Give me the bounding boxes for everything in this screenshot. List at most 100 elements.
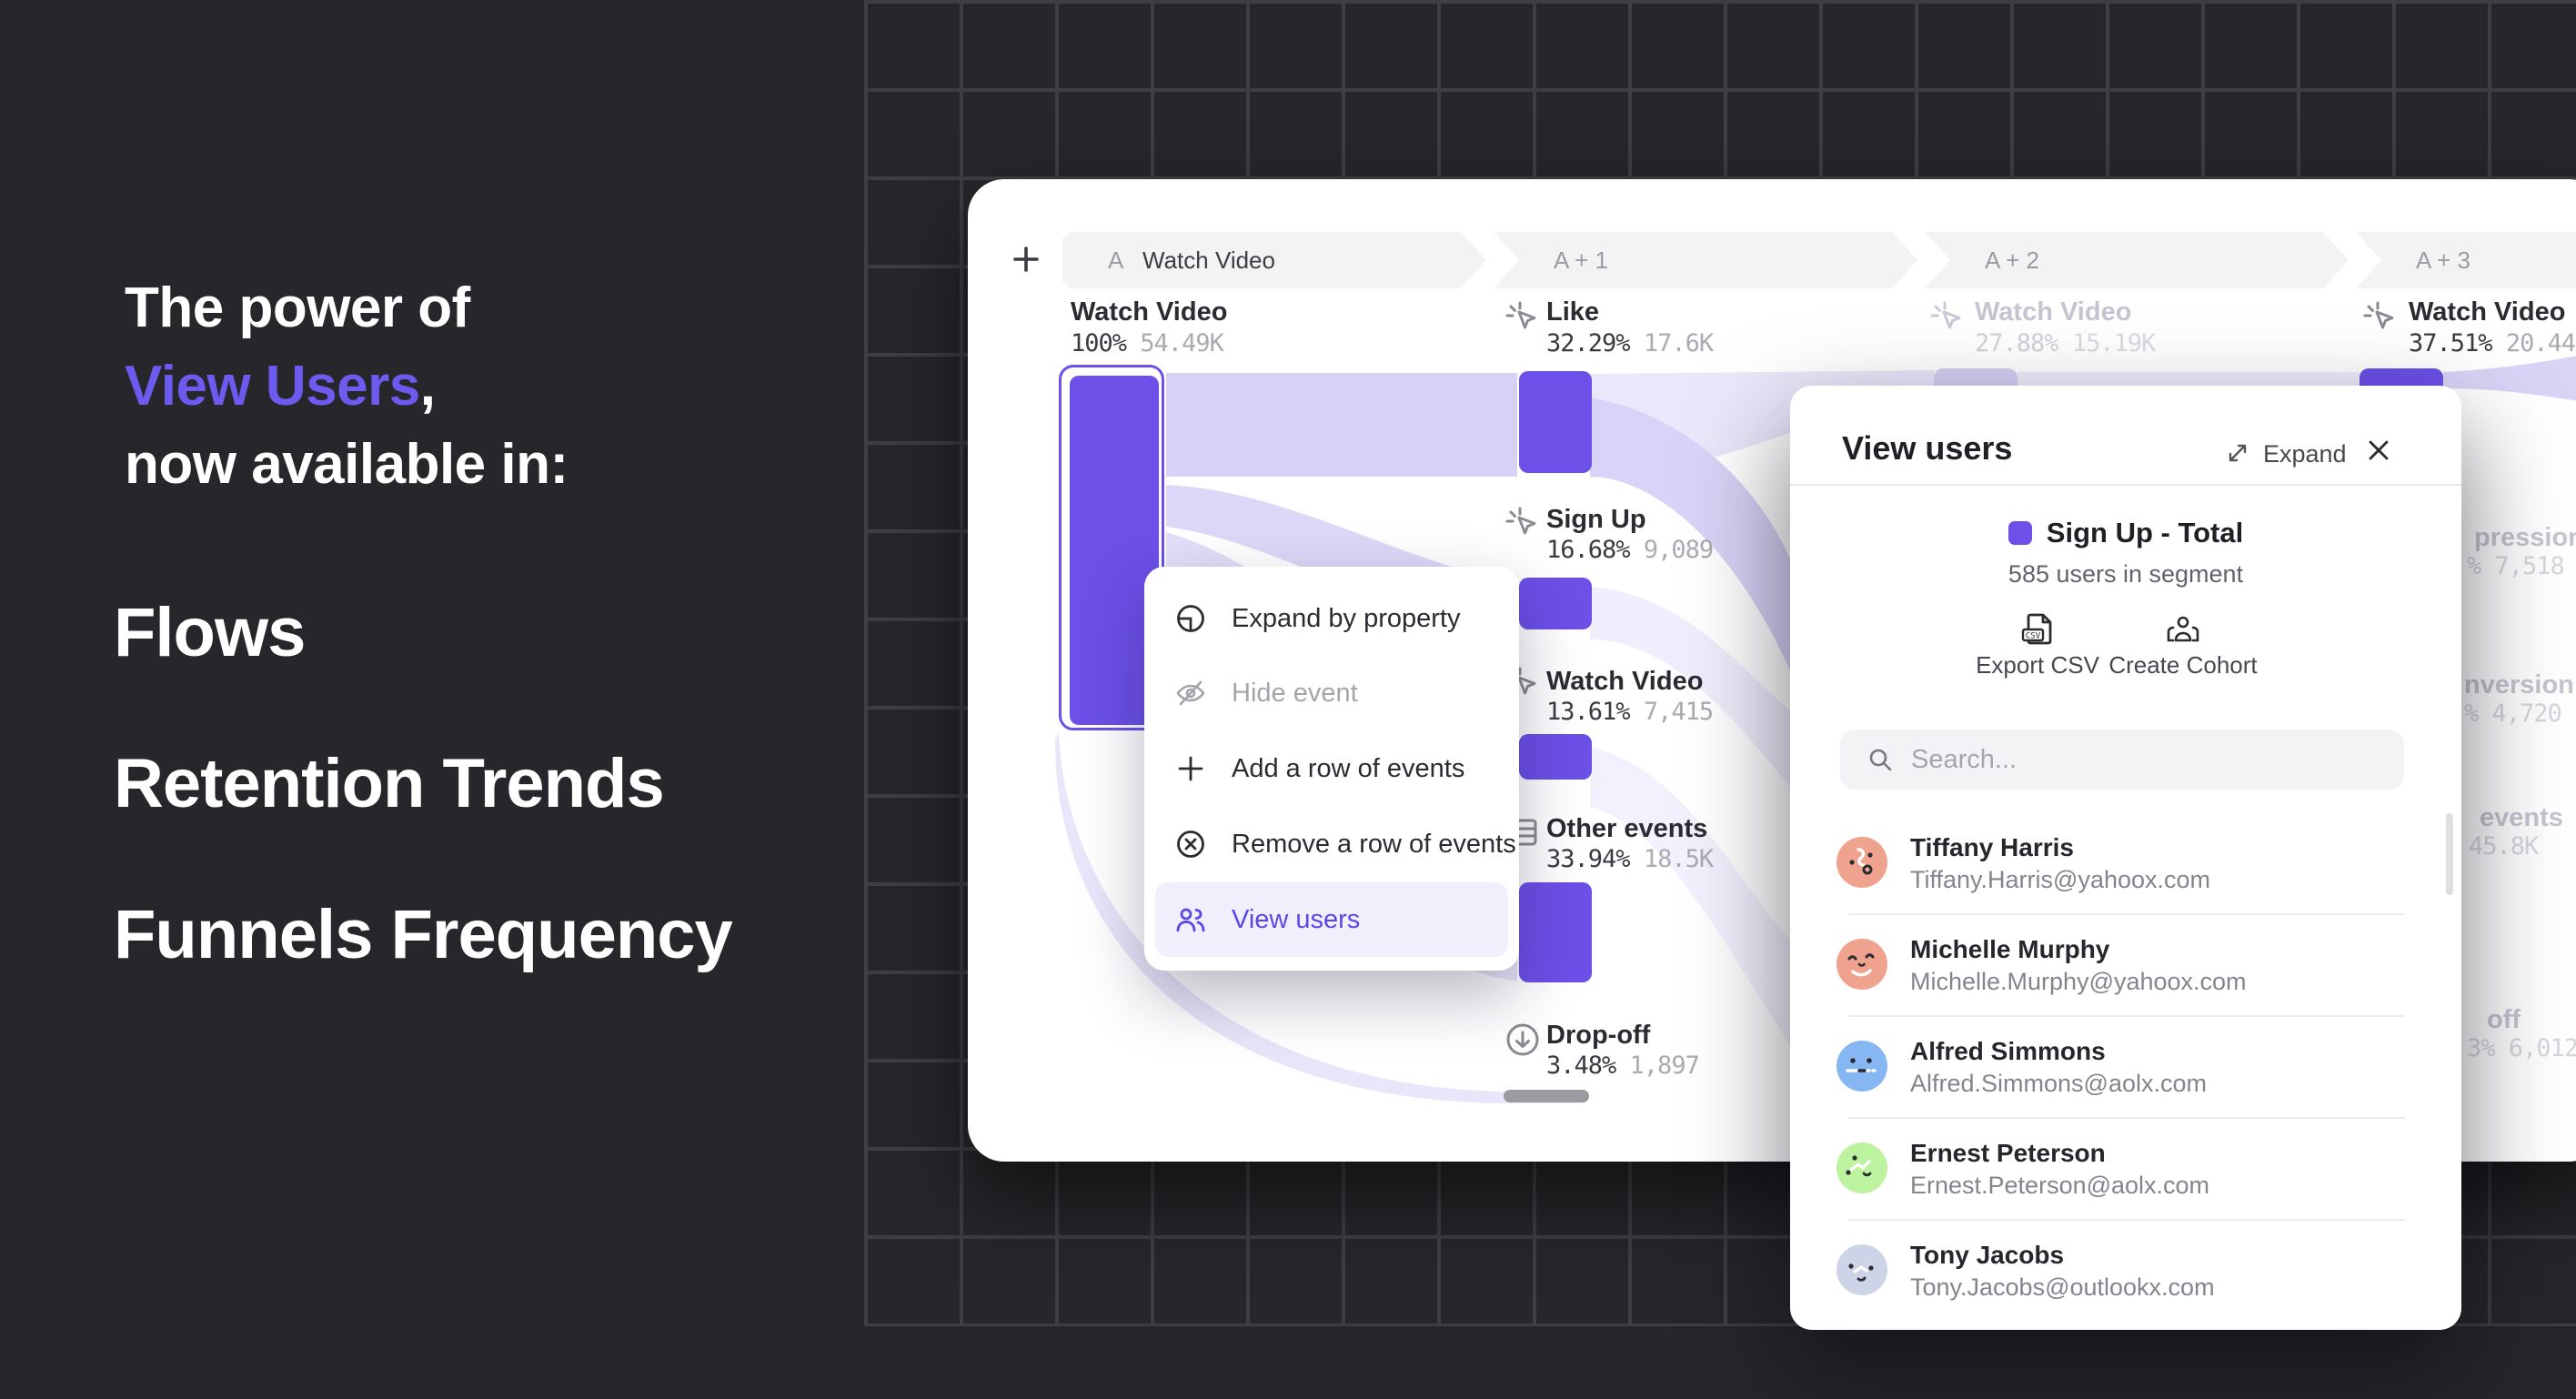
edge-value: 45.8K <box>2469 832 2539 861</box>
menu-item-add-row[interactable]: Add a row of events <box>1155 731 1508 806</box>
plus-icon <box>1013 247 1039 272</box>
avatar <box>1836 1041 1887 1092</box>
user-email: Tiffany.Harris@yahoox.com <box>1910 866 2211 893</box>
cursor-click-icon <box>1930 301 1961 329</box>
tab-a-plus-3[interactable]: A + 3 <box>2356 232 2576 288</box>
edge-value: % 7,518 <box>2467 552 2565 580</box>
user-name: Ernest Peterson <box>1910 1139 2106 1167</box>
view-users-modal: View users Expand Sign Up - Total 585 us… <box>1790 386 2461 1330</box>
divider <box>1848 1015 2405 1017</box>
feature-flows: Flows <box>114 594 306 671</box>
tab-label: A + 3 <box>2416 247 2470 274</box>
step-name: Watch Video <box>1546 667 1704 696</box>
headline-accent: View Users <box>125 355 420 418</box>
divider <box>1848 1219 2405 1221</box>
step-values: 32.29% 17.6K <box>1546 329 1714 357</box>
search-input[interactable] <box>1911 730 2384 790</box>
feature-retention-trends: Retention Trends <box>114 745 665 822</box>
funnel-bar-like[interactable] <box>1519 371 1592 473</box>
horizontal-scrollbar-thumb[interactable] <box>1504 1090 1589 1102</box>
cursor-click-icon <box>1505 507 1536 535</box>
user-row[interactable]: Ernest Peterson Ernest.Peterson@aolx.com <box>1790 1117 2461 1219</box>
tab-a-watch-video[interactable]: A Watch Video <box>1062 232 1486 288</box>
menu-item-hide-event[interactable]: Hide event <box>1155 656 1508 730</box>
circle-x-icon <box>1177 830 1204 858</box>
feature-funnels-frequency: Funnels Frequency <box>114 896 733 973</box>
menu-item-expand-by-property[interactable]: Expand by property <box>1155 581 1508 656</box>
menu-item-remove-row[interactable]: Remove a row of events <box>1155 807 1516 881</box>
modal-title: View users <box>1842 429 2013 467</box>
users-icon <box>1176 908 1205 932</box>
diagonal-expand-icon <box>2229 444 2247 462</box>
edge-label: nversion <box>2464 670 2574 700</box>
step-values: 13.61% 7,415 <box>1546 698 1714 726</box>
user-row[interactable]: Michelle Murphy Michelle.Murphy@yahoox.c… <box>1790 913 2461 1015</box>
step-values: 3.48% 1,897 <box>1546 1052 1700 1080</box>
cohort-people-icon <box>2167 616 2199 642</box>
funnel-bar-other-events[interactable] <box>1519 882 1592 982</box>
headline-line2: View Users, <box>125 355 436 418</box>
search-box <box>1840 730 2404 790</box>
edge-label: off <box>2487 1005 2521 1034</box>
user-email: Tony.Jacobs@outlookx.com <box>1910 1273 2215 1301</box>
step-name: Other events <box>1546 814 1708 843</box>
segment-subtitle: 585 users in segment <box>2007 560 2244 588</box>
edge-value: % 4,720 <box>2464 700 2562 728</box>
svg-text:CSV: CSV <box>2026 632 2041 641</box>
divider <box>1848 1117 2405 1119</box>
user-email: Ernest.Peterson@aolx.com <box>1910 1172 2210 1199</box>
tab-label: Watch Video <box>1142 247 1275 274</box>
csv-file-icon: CSV <box>2021 613 2052 645</box>
user-name: Michelle Murphy <box>1910 935 2110 963</box>
step-values: 37.51% 20.44K <box>2409 329 2576 357</box>
funnel-bar-watch-video[interactable] <box>1519 734 1592 780</box>
user-email: Alfred.Simmons@aolx.com <box>1910 1070 2208 1097</box>
tab-label: A + 1 <box>1554 247 1608 274</box>
search-icon <box>1869 749 1892 771</box>
headline-line1: The power of <box>125 277 470 339</box>
menu-item-view-users[interactable]: View users <box>1155 882 1508 957</box>
step-values: 100% 54.49K <box>1071 329 1224 357</box>
avatar <box>1836 1142 1887 1193</box>
step-values: 33.94% 18.5K <box>1546 845 1714 873</box>
funnel-bar-fill <box>1070 376 1159 725</box>
vertical-scrollbar-thumb[interactable] <box>2446 813 2453 895</box>
user-name: Alfred Simmons <box>1910 1037 2106 1065</box>
segment-summary: Sign Up - Total <box>1790 517 2461 549</box>
plus-icon <box>1178 756 1203 781</box>
divider <box>1848 913 2405 915</box>
eye-off-icon <box>1176 680 1205 706</box>
user-row[interactable]: Alfred Simmons Alfred.Simmons@aolx.com <box>1790 1015 2461 1117</box>
user-email: Michelle.Murphy@yahoox.com <box>1910 968 2247 995</box>
add-step-button[interactable] <box>1010 243 1042 276</box>
avatar <box>1836 939 1887 990</box>
user-name: Tony Jacobs <box>1910 1241 2065 1269</box>
close-icon[interactable] <box>2365 437 2392 464</box>
user-row[interactable]: Tony Jacobs Tony.Jacobs@outlookx.com <box>1790 1219 2461 1321</box>
segment-color-swatch <box>2007 521 2032 545</box>
avatar <box>1836 1244 1887 1295</box>
cursor-click-icon <box>2363 301 2394 329</box>
tab-label: A + 2 <box>1985 247 2039 274</box>
step-values: 16.68% 9,089 <box>1546 536 1714 564</box>
edge-value: 3% 6,012 <box>2467 1034 2576 1062</box>
export-csv-button[interactable]: CSV Export CSV <box>1947 611 2128 679</box>
user-row[interactable]: Tiffany Harris Tiffany.Harris@yahoox.com <box>1790 811 2461 913</box>
user-name: Tiffany Harris <box>1910 833 2074 861</box>
create-cohort-button[interactable]: Create Cohort <box>2092 611 2274 679</box>
edge-label: events <box>2480 803 2563 832</box>
funnel-bar-sign-up[interactable] <box>1519 578 1592 629</box>
edge-label: pression <box>2474 523 2576 552</box>
step-name: Drop-off <box>1546 1021 1651 1050</box>
divider <box>1790 484 2461 486</box>
tab-a-plus-2[interactable]: A + 2 <box>1925 232 2349 288</box>
step-name: Watch Video <box>2409 297 2566 327</box>
step-name-faded: Watch Video <box>1975 297 2132 327</box>
headline: The power of View Users, now available i… <box>125 269 569 504</box>
event-context-menu: Expand by property Hide event Add a row … <box>1144 567 1519 971</box>
expand-property-icon <box>1177 605 1204 632</box>
tab-a-plus-1[interactable]: A + 1 <box>1494 232 1917 288</box>
cursor-click-icon <box>1505 301 1536 329</box>
step-values-faded: 27.88% 15.19K <box>1975 329 2156 357</box>
